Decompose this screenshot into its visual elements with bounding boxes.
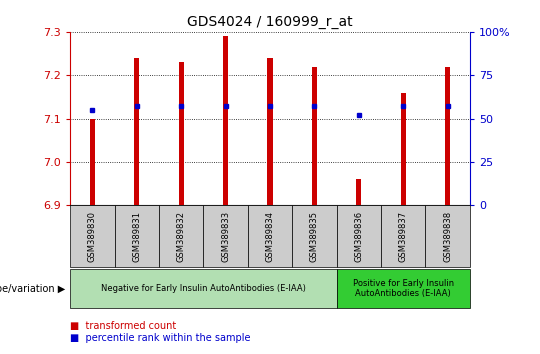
Text: GSM389837: GSM389837 bbox=[399, 211, 408, 262]
Text: GSM389832: GSM389832 bbox=[177, 211, 186, 262]
Title: GDS4024 / 160999_r_at: GDS4024 / 160999_r_at bbox=[187, 16, 353, 29]
Text: Positive for Early Insulin
AutoAntibodies (E-IAA): Positive for Early Insulin AutoAntibodie… bbox=[353, 279, 454, 298]
Text: GSM389835: GSM389835 bbox=[310, 211, 319, 262]
Text: GSM389834: GSM389834 bbox=[266, 211, 274, 262]
Bar bbox=[445, 67, 450, 205]
Text: GSM389838: GSM389838 bbox=[443, 211, 452, 262]
Text: ■  percentile rank within the sample: ■ percentile rank within the sample bbox=[70, 333, 251, 343]
Text: GSM389833: GSM389833 bbox=[221, 211, 230, 262]
Text: GSM389830: GSM389830 bbox=[88, 211, 97, 262]
Bar bbox=[401, 93, 406, 205]
Bar bbox=[134, 58, 139, 205]
Bar bbox=[267, 58, 273, 205]
Text: GSM389831: GSM389831 bbox=[132, 211, 141, 262]
Bar bbox=[223, 36, 228, 205]
Bar bbox=[356, 179, 361, 205]
Text: GSM389836: GSM389836 bbox=[354, 211, 363, 262]
Bar bbox=[90, 119, 95, 205]
Text: ■  transformed count: ■ transformed count bbox=[70, 321, 177, 331]
Bar bbox=[312, 67, 317, 205]
Text: genotype/variation ▶: genotype/variation ▶ bbox=[0, 284, 65, 293]
Text: Negative for Early Insulin AutoAntibodies (E-IAA): Negative for Early Insulin AutoAntibodie… bbox=[101, 284, 306, 293]
Bar bbox=[179, 62, 184, 205]
